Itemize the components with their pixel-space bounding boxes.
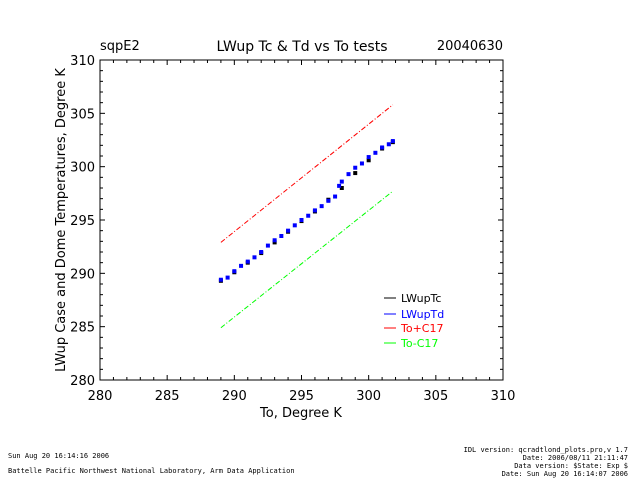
legend-label-lwuptd: LWupTd	[401, 308, 444, 321]
footer-data-date: Date: Sun Aug 20 16:14:07 2006	[501, 470, 628, 478]
footer-data-version: Data version: $State: Exp $	[514, 462, 628, 470]
series-lwuptc	[218, 140, 395, 283]
y-tick-labels: 280 285 290 295 300 305 310	[70, 54, 95, 389]
y-tick-label: 300	[70, 161, 95, 176]
data-point-lwuptd	[218, 277, 223, 282]
data-point-lwuptd	[390, 139, 395, 144]
data-point-lwuptd	[245, 259, 250, 264]
y-tick-label: 295	[70, 214, 95, 229]
data-point-lwuptd	[386, 142, 391, 147]
y-axis-label: LWup Case and Dome Temperatures, Degree …	[54, 68, 69, 372]
data-point-lwuptd	[232, 269, 237, 274]
legend-label-to-plus-c17: To+C17	[400, 322, 443, 335]
x-tick-label: 285	[155, 389, 180, 404]
data-point-lwuptd	[292, 223, 297, 228]
axis-ticks	[99, 59, 504, 381]
data-point-lwuptd	[337, 183, 342, 188]
data-point-lwuptd	[319, 204, 324, 209]
data-point-lwuptc	[339, 186, 344, 190]
data-point-lwuptd	[366, 155, 371, 160]
x-tick-label: 310	[491, 389, 516, 404]
series-line-to-plus-c17	[220, 104, 394, 243]
data-point-lwuptd	[286, 228, 291, 233]
data-point-lwuptd	[259, 250, 264, 254]
y-tick-label: 310	[70, 54, 95, 69]
data-point-lwuptd	[279, 234, 284, 238]
data-point-lwuptd	[252, 255, 257, 260]
y-tick-label: 280	[70, 374, 95, 389]
data-point-lwuptd	[380, 145, 385, 150]
x-axis-label: To, Degree K	[259, 406, 342, 421]
x-tick-label: 295	[289, 389, 314, 404]
data-point-lwuptd	[339, 179, 344, 184]
y-tick-label: 305	[70, 107, 95, 122]
data-point-lwuptd	[359, 161, 364, 166]
legend-label-lwuptc: LWupTc	[401, 292, 441, 305]
data-point-lwuptd	[333, 194, 338, 199]
data-point-lwuptd	[239, 263, 244, 268]
x-tick-label: 290	[222, 389, 247, 404]
x-tick-label: 300	[356, 389, 381, 404]
footer-organization: Battelle Pacific Northwest National Labo…	[8, 467, 295, 475]
data-point-lwuptd	[326, 198, 331, 203]
y-tick-label: 290	[70, 267, 95, 282]
y-tick-label: 285	[70, 321, 95, 336]
data-point-lwuptd	[299, 218, 304, 222]
x-tick-label: 305	[423, 389, 448, 404]
footer-idl-date: Date: 2006/08/11 21:11:47	[522, 454, 628, 462]
data-point-lwuptc	[366, 158, 371, 163]
x-tick-labels: 280 285 290 295 300 305 310	[88, 389, 516, 404]
data-point-lwuptd	[312, 208, 317, 213]
data-point-lwuptd	[272, 238, 277, 243]
data-point-lwuptd	[346, 172, 351, 177]
data-point-lwuptc	[353, 171, 358, 176]
data-point-lwuptd	[265, 243, 270, 248]
site-label: sqpE2	[100, 39, 140, 54]
data-point-lwuptd	[225, 275, 230, 280]
data-point-lwuptd	[306, 213, 311, 218]
legend: LWupTc LWupTd To+C17 To-C17	[384, 292, 444, 350]
series-line-to-c17	[220, 190, 394, 329]
data-point-lwuptd	[353, 165, 358, 170]
legend-label-to-minus-c17: To-C17	[400, 337, 438, 350]
data-point-lwuptc	[272, 240, 277, 245]
footer-timestamp: Sun Aug 20 16:14:16 2006	[8, 452, 110, 460]
footer-idl-version: IDL version: qcradtlond_plots.pro,v 1.7	[463, 446, 628, 454]
series-lwuptd	[218, 139, 395, 282]
chart-date: 20040630	[437, 39, 503, 54]
data-point-lwuptd	[373, 150, 378, 155]
x-tick-label: 280	[88, 389, 113, 404]
data-series	[218, 104, 395, 329]
chart-title: LWup Tc & Td vs To tests	[216, 39, 387, 55]
